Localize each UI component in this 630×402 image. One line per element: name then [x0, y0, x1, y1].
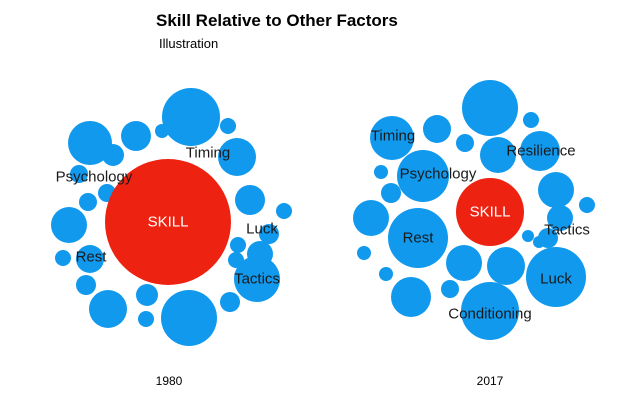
skill-label: SKILL	[148, 214, 189, 231]
year-label: 2017	[477, 374, 504, 388]
factor-label-tactics: Tactics	[544, 222, 590, 239]
factor-bubble	[357, 246, 371, 260]
factor-bubble	[391, 277, 431, 317]
skill-label: SKILL	[470, 204, 511, 221]
factor-bubble	[423, 115, 451, 143]
factor-bubble	[51, 207, 87, 243]
factor-bubble	[487, 247, 525, 285]
chart-subtitle: Illustration	[159, 36, 219, 51]
factor-bubble	[523, 112, 539, 128]
factor-bubble	[462, 80, 518, 136]
factor-bubble-conditioning	[461, 282, 519, 340]
bubble-panel-1980: SKILL Timing Psychology Luck Rest Tactics 1980	[51, 88, 292, 388]
factor-bubble	[276, 203, 292, 219]
factor-bubble	[70, 165, 88, 183]
factor-label-luck: Luck	[540, 271, 572, 288]
factor-bubble	[259, 224, 279, 244]
factor-bubble	[138, 311, 154, 327]
factor-label-rest: Rest	[76, 249, 108, 266]
factor-bubble	[374, 165, 388, 179]
factor-bubble	[220, 292, 240, 312]
factor-label-psychology: Psychology	[400, 166, 477, 183]
factor-bubble-luck	[235, 185, 265, 215]
factor-bubble-psychology	[68, 121, 112, 165]
factor-bubble	[538, 172, 574, 208]
factor-label-timing: Timing	[186, 145, 230, 162]
bubble-panel-2017: SKILL Timing Resilience Psychology Tactics Re…	[353, 80, 595, 388]
factor-bubble	[441, 280, 459, 298]
factor-bubble	[155, 124, 169, 138]
factor-bubble	[381, 183, 401, 203]
factor-label-luck: Luck	[246, 221, 278, 238]
factor-bubble	[533, 236, 545, 248]
factor-label-timing: Timing	[371, 128, 415, 145]
factor-bubble	[220, 118, 236, 134]
chart-title: Skill Relative to Other Factors	[156, 11, 398, 30]
factor-bubble	[136, 284, 158, 306]
factor-bubble	[480, 137, 516, 173]
factor-bubble-timing	[370, 116, 414, 160]
skill-bubble	[456, 178, 524, 246]
factor-bubble	[522, 230, 534, 242]
factor-bubble	[162, 88, 220, 146]
factor-bubble	[446, 245, 482, 281]
factor-bubble	[456, 134, 474, 152]
factor-bubble-tactics	[547, 205, 573, 231]
factor-bubble-resilience	[520, 131, 560, 171]
factor-bubble	[79, 193, 97, 211]
factor-label-psychology: Psychology	[56, 169, 133, 186]
factor-bubble	[161, 290, 217, 346]
factor-bubble	[76, 275, 96, 295]
factor-bubble	[121, 121, 151, 151]
factor-bubble	[579, 197, 595, 213]
year-label: 1980	[156, 374, 183, 388]
factor-bubble	[230, 237, 246, 253]
factor-bubble-psychology	[397, 150, 449, 202]
factor-bubble	[89, 290, 127, 328]
skill-bubble	[105, 159, 231, 285]
factor-bubble-luck	[526, 247, 586, 307]
factor-bubble	[353, 200, 389, 236]
factor-label-tactics: Tactics	[234, 271, 280, 288]
factor-label-rest: Rest	[403, 230, 435, 247]
factor-bubble-rest	[388, 208, 448, 268]
factor-bubble-tactics	[234, 256, 280, 302]
factor-bubble	[55, 250, 71, 266]
factor-bubble	[379, 267, 393, 281]
factor-bubble-timing	[218, 138, 256, 176]
factor-bubble-rest	[76, 245, 104, 273]
factor-label-conditioning: Conditioning	[448, 306, 531, 323]
factor-label-resilience: Resilience	[506, 143, 575, 160]
